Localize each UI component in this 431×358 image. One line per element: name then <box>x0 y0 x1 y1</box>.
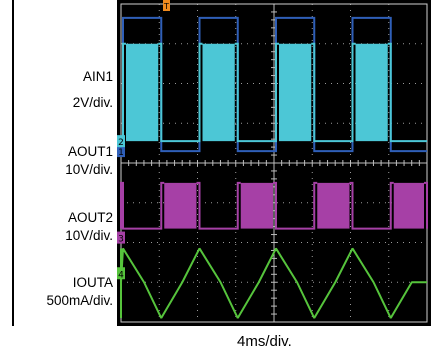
ch2-burst <box>355 43 388 142</box>
channel-2-marker-number: 2 <box>118 138 124 148</box>
plot-frame <box>120 3 428 323</box>
ch1-trace <box>121 16 427 153</box>
channel2-name: AOUT1 <box>67 144 113 159</box>
ch3-burst <box>317 182 350 229</box>
ch4-trace <box>120 247 427 319</box>
channel2-scale: 10V/div. <box>65 162 113 177</box>
ch2-burst <box>279 43 312 142</box>
ch2-burst <box>202 43 235 142</box>
time-scale-label: 4ms/div. <box>237 333 292 350</box>
ch3-burst <box>164 182 197 229</box>
ch2-burst <box>126 43 159 142</box>
trigger-marker <box>163 0 170 11</box>
ch3-burst <box>240 182 273 229</box>
grid <box>120 3 428 323</box>
traces <box>120 16 428 319</box>
channel-1-marker <box>117 145 125 158</box>
left-border-line <box>12 0 14 326</box>
ch3-trace <box>120 181 428 230</box>
channel4-name: IOUTA <box>72 275 113 290</box>
channel3-name: AOUT2 <box>67 210 113 225</box>
channel-markers: 12 3 4 T <box>117 0 170 280</box>
trigger-marker-letter: T <box>163 2 169 11</box>
channel3-scale: 10V/div. <box>65 228 113 243</box>
ch3-burst <box>393 182 424 229</box>
channel-4-marker-number: 4 <box>118 270 124 280</box>
channel4-scale: 500mA/div. <box>46 293 113 308</box>
channel-3-marker-number: 3 <box>118 235 124 245</box>
scope-plot: 12 3 4 T <box>117 0 428 323</box>
channel1-scale: 2V/div. <box>72 95 113 110</box>
channel-3-marker <box>117 231 125 244</box>
channel1-name: AIN1 <box>82 69 113 84</box>
channel-2-marker <box>117 135 125 148</box>
channel-4-marker <box>117 267 125 280</box>
channel-1-marker-number: 1 <box>118 148 124 158</box>
ch2-trace <box>121 42 427 143</box>
